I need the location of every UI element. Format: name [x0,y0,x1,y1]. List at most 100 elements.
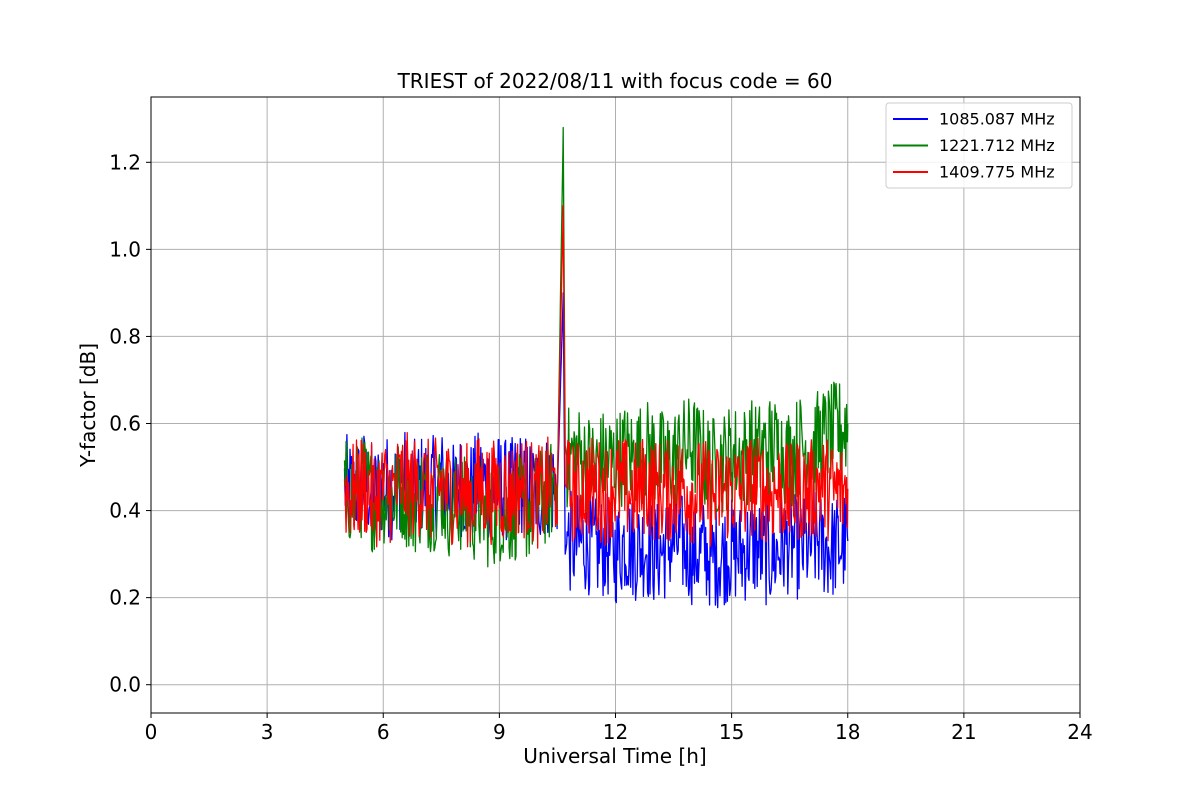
series-layer [343,126,849,609]
y-axis: 0.0 0.2 0.4 0.6 0.8 1.0 1.2 [109,150,151,697]
data-point [567,540,568,541]
data-point [625,540,626,541]
data-point [828,549,829,550]
data-point [576,493,577,494]
legend-label: 1221.712 MHz [939,136,1055,155]
data-point [450,493,451,494]
data-point [567,488,568,489]
x-tick-label: 12 [603,720,628,744]
data-point [441,484,442,485]
data-point [663,462,664,463]
data-point [654,554,655,555]
legend-item: 1085.087 MHz [893,110,1055,129]
data-point [586,540,587,541]
data-point [818,440,819,441]
chart-title: TRIEST of 2022/08/11 with focus code = 6… [397,69,833,93]
data-point [799,549,800,550]
y-tick-label: 0.8 [109,324,141,348]
legend-label: 1409.775 MHz [939,163,1055,182]
x-tick-label: 3 [261,720,274,744]
data-point [518,484,519,485]
data-point [789,540,790,541]
data-point [789,458,790,459]
data-point [344,488,345,489]
data-point [770,445,771,446]
data-point [363,484,364,485]
data-point [683,484,684,485]
legend-label: 1085.087 MHz [939,110,1055,129]
data-point [634,549,635,550]
data-point [373,497,374,498]
x-tick-label: 15 [719,720,744,744]
data-point [412,488,413,489]
data-point [644,484,645,485]
y-tick-label: 0.4 [109,499,141,523]
y-tick-label: 1.2 [109,150,141,174]
data-point [663,549,664,550]
y-tick-label: 0.6 [109,412,141,436]
data-point [712,558,713,559]
data-point [563,205,564,206]
data-point [596,549,597,550]
x-axis-title: Universal Time [h] [523,744,706,768]
data-point [760,488,761,489]
data-point [731,453,732,454]
data-point [770,493,771,494]
data-point [799,488,800,489]
data-point [837,493,838,494]
x-tick-label: 24 [1067,720,1092,744]
data-point [702,488,703,489]
data-point [692,493,693,494]
data-point [470,497,471,498]
y-tick-label: 0.0 [109,673,141,697]
data-point [847,540,848,541]
data-point [654,488,655,489]
data-point [634,493,635,494]
data-point [625,488,626,489]
data-point [644,449,645,450]
data-point [354,493,355,494]
data-point [760,549,761,550]
x-tick-label: 21 [951,720,976,744]
data-point [692,554,693,555]
data-point [779,549,780,550]
data-point [673,458,674,459]
data-point [654,453,655,454]
x-tick-label: 0 [145,720,158,744]
data-point [731,488,732,489]
data-point [547,488,548,489]
data-point [828,436,829,437]
data-point [528,488,529,489]
data-point [392,493,393,494]
data-point [383,488,384,489]
data-point [789,497,790,498]
data-point [565,484,566,485]
data-point [818,484,819,485]
data-point [402,479,403,480]
data-point [489,493,490,494]
data-point [479,506,480,507]
data-point [818,540,819,541]
data-point [808,545,809,546]
data-point [741,554,742,555]
legend-box [885,102,1073,189]
data-point [837,432,838,433]
series-line [343,205,849,549]
data-point [712,497,713,498]
data-point [663,493,664,494]
data-point [615,484,616,485]
data-point [557,484,558,485]
data-point [508,493,509,494]
data-point [576,545,577,546]
data-point [431,493,432,494]
data-point [721,554,722,555]
data-point [586,484,587,485]
data-point [721,493,722,494]
data-point [808,493,809,494]
data-point [644,545,645,546]
legend: 1085.087 MHz 1221.712 MHz 1409.775 MHz [885,102,1073,189]
data-point [499,510,500,511]
data-point [605,493,606,494]
data-point [499,488,500,489]
